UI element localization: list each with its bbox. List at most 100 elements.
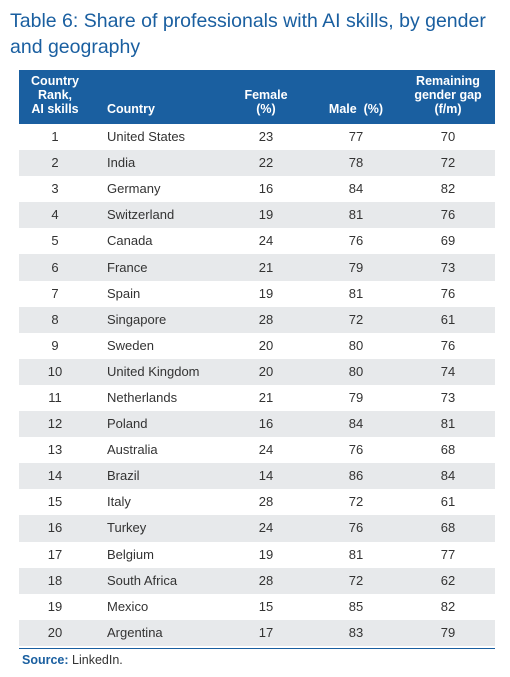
rank-cell: 6 xyxy=(19,254,91,281)
female-cell: 19 xyxy=(221,202,311,229)
female-cell: 22 xyxy=(221,150,311,177)
header-country: Country xyxy=(91,70,221,124)
female-cell: 17 xyxy=(221,619,311,646)
rank-cell: 11 xyxy=(48,389,62,405)
male-cell: 72 xyxy=(311,567,401,594)
header-rank-line2: Rank, xyxy=(37,88,73,102)
rank-cell: 17 xyxy=(47,546,63,562)
gap-cell: 72 xyxy=(401,150,495,177)
female-cell: 24 xyxy=(258,442,274,458)
rank-cell: 5 xyxy=(51,233,59,249)
male-cell: 84 xyxy=(311,411,401,438)
table-row: 6 France 21 79 73 xyxy=(19,254,495,281)
rank-cell: 8 xyxy=(19,306,91,333)
male-cell: 80 xyxy=(348,337,364,353)
rank-cell: 20 xyxy=(19,619,91,646)
table-row: 2 India 22 78 72 xyxy=(19,150,495,177)
male-cell: 80 xyxy=(311,358,401,385)
gap-cell: 62 xyxy=(401,567,495,594)
table-row: 19 Mexico 15 85 82 xyxy=(19,594,495,620)
male-cell: 76 xyxy=(348,233,364,249)
country-cell: Argentina xyxy=(91,619,221,646)
gap-cell: 79 xyxy=(401,619,495,646)
rank-cell: 10 xyxy=(19,358,91,385)
source-text: LinkedIn. xyxy=(68,653,123,667)
female-cell: 24 xyxy=(258,233,274,249)
male-cell: 72 xyxy=(311,306,401,333)
header-female: Female (%) xyxy=(221,70,311,124)
female-cell: 28 xyxy=(221,306,311,333)
female-cell: 28 xyxy=(258,494,274,510)
male-cell: 78 xyxy=(311,150,401,177)
country-cell: Belgium xyxy=(107,546,154,562)
male-cell: 84 xyxy=(348,181,364,197)
country-cell: India xyxy=(91,150,221,177)
country-cell: Italy xyxy=(107,494,131,510)
country-cell: Singapore xyxy=(91,306,221,333)
male-cell: 79 xyxy=(348,389,364,405)
source-note: Source: LinkedIn. xyxy=(22,653,123,667)
rank-cell: 16 xyxy=(19,515,91,542)
country-cell: Germany xyxy=(107,181,161,197)
rank-cell: 14 xyxy=(19,463,91,490)
female-cell: 21 xyxy=(221,254,311,281)
country-cell: Switzerland xyxy=(91,202,221,229)
male-cell: 81 xyxy=(348,285,364,301)
table-row: 8 Singapore 28 72 61 xyxy=(19,306,495,333)
female-cell: 20 xyxy=(258,337,274,353)
table-header-row: Country Rank, AI skills Country Female (… xyxy=(19,70,495,124)
country-cell: South Africa xyxy=(91,567,221,594)
female-cell: 24 xyxy=(221,515,311,542)
header-rank-line1: Country xyxy=(31,74,79,88)
table-row: 3 Germany 16 84 82 xyxy=(19,176,495,202)
header-gap-line1: Remaining xyxy=(416,74,480,88)
female-cell: 15 xyxy=(258,598,274,614)
female-cell: 19 xyxy=(258,285,274,301)
gap-cell: 73 xyxy=(401,254,495,281)
source-label: Source: xyxy=(22,653,69,667)
table-row: 10 United Kingdom 20 80 74 xyxy=(19,358,495,385)
male-cell: 81 xyxy=(348,546,364,562)
data-table: Country Rank, AI skills Country Female (… xyxy=(19,70,495,646)
table-row: 5 Canada 24 76 69 xyxy=(19,228,495,254)
header-rank-line3: AI skills xyxy=(31,102,79,116)
country-cell: Australia xyxy=(107,442,158,458)
table-row: 12 Poland 16 84 81 xyxy=(19,411,495,438)
gap-cell: 69 xyxy=(440,233,456,249)
rank-cell: 4 xyxy=(19,202,91,229)
table-row: 1 United States 23 77 70 xyxy=(19,124,495,150)
country-cell: Canada xyxy=(107,233,153,249)
table-body: 1 United States 23 77 70 2 India 22 78 72 3 Germany… xyxy=(19,124,495,646)
gap-cell: 68 xyxy=(401,515,495,542)
table-row: 20 Argentina 17 83 79 xyxy=(19,619,495,646)
rank-cell: 18 xyxy=(19,567,91,594)
header-gap-line3: (f/m) xyxy=(434,102,462,116)
female-cell: 23 xyxy=(258,129,274,145)
table-row: 9 Sweden 20 80 76 xyxy=(19,333,495,359)
table-row: 17 Belgium 19 81 77 xyxy=(19,542,495,568)
male-cell: 79 xyxy=(311,254,401,281)
rank-cell: 2 xyxy=(19,150,91,177)
gap-cell: 84 xyxy=(401,463,495,490)
female-cell: 20 xyxy=(221,358,311,385)
gap-cell: 68 xyxy=(440,442,456,458)
male-cell: 85 xyxy=(348,598,364,614)
rank-cell: 7 xyxy=(51,285,59,301)
female-cell: 21 xyxy=(258,389,274,405)
female-cell: 28 xyxy=(221,567,311,594)
gap-cell: 76 xyxy=(440,337,456,353)
female-cell: 19 xyxy=(258,546,274,562)
country-cell: Mexico xyxy=(107,598,149,614)
male-cell: 86 xyxy=(311,463,401,490)
rank-cell: 13 xyxy=(47,442,63,458)
table-row: 14 Brazil 14 86 84 xyxy=(19,463,495,490)
gap-cell: 76 xyxy=(440,285,456,301)
rank-cell: 9 xyxy=(51,337,59,353)
rank-cell: 19 xyxy=(47,598,63,614)
country-cell: United Kingdom xyxy=(91,358,221,385)
rank-cell: 3 xyxy=(51,181,59,197)
country-cell: Sweden xyxy=(107,337,154,353)
header-female-line1: Female xyxy=(244,88,288,102)
country-cell: Poland xyxy=(91,411,221,438)
header-male: Male (%) xyxy=(311,70,401,124)
